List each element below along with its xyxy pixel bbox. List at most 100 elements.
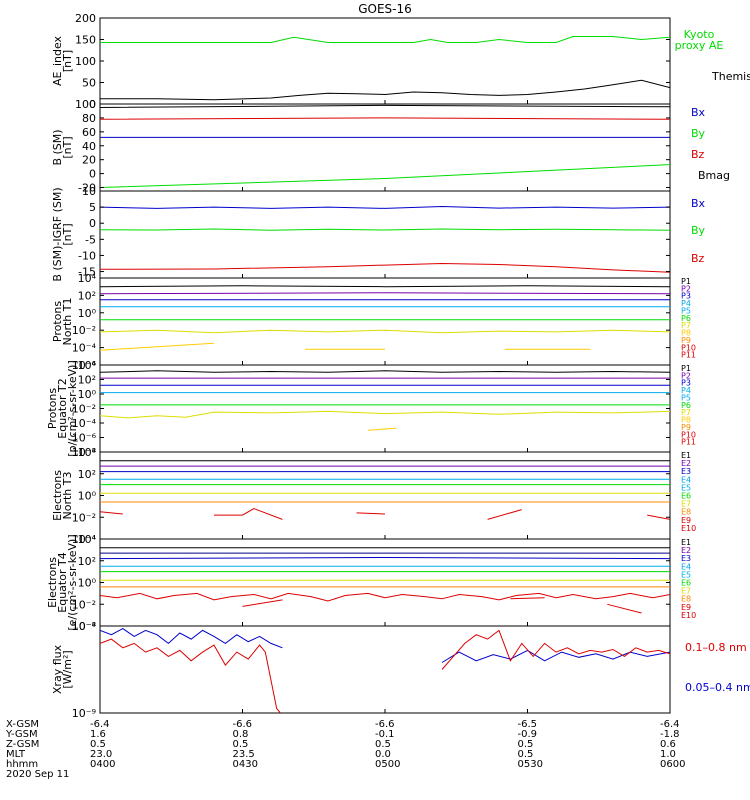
footer-value: 0.5 bbox=[233, 739, 249, 750]
legend-label: E5 bbox=[681, 570, 691, 579]
series-group bbox=[100, 547, 670, 614]
series-group bbox=[100, 285, 670, 351]
footer-row-label: MLT bbox=[6, 749, 26, 760]
panel-frame bbox=[99, 17, 671, 105]
footer-value: 0600 bbox=[660, 759, 685, 770]
legend-label: E8 bbox=[681, 595, 691, 604]
legend-label: P1 bbox=[681, 364, 691, 373]
footer-value: 1.0 bbox=[660, 749, 676, 760]
series-group bbox=[100, 205, 670, 273]
series-line-bx bbox=[100, 205, 670, 209]
y-tick-label: -10 bbox=[78, 249, 96, 262]
y-tick-label: 20 bbox=[82, 154, 96, 167]
series-line-bz bbox=[100, 117, 670, 120]
legend-label: Themis AE bbox=[711, 70, 750, 83]
footer-value: 0430 bbox=[233, 759, 258, 770]
legend-label: P9 bbox=[681, 423, 691, 432]
y-tick-label: 10⁻² bbox=[72, 598, 96, 611]
footer-value: 0.8 bbox=[233, 729, 249, 740]
footer-value: 0.6 bbox=[660, 739, 676, 750]
legend-label: E10 bbox=[681, 524, 696, 533]
series-line-0-05-0-4-nm bbox=[100, 628, 283, 649]
y-tick-label: -20 bbox=[78, 182, 96, 195]
y-tick-label: 10⁻⁴ bbox=[72, 620, 97, 633]
y-tick-label: 10⁻⁹ bbox=[72, 707, 96, 720]
legend-label: P3 bbox=[681, 292, 691, 301]
y-axis-label: ElectronsNorth T3 bbox=[51, 470, 74, 521]
figure-title: GOES-16 bbox=[358, 2, 412, 16]
footer-value: 0.5 bbox=[375, 739, 391, 750]
legend-label: E7 bbox=[681, 587, 691, 596]
panel-frame bbox=[99, 277, 671, 366]
y-tick-label: 10⁴ bbox=[78, 533, 97, 546]
footer-value: 0.5 bbox=[518, 739, 534, 750]
series-line-themis-ae bbox=[100, 79, 670, 101]
legend-label: P7 bbox=[681, 321, 691, 330]
y-axis-label: B (SM)[nT] bbox=[51, 129, 74, 165]
legend-label: Kyoto bbox=[684, 28, 715, 41]
series-line-bmag bbox=[100, 104, 670, 108]
series-line-by bbox=[100, 164, 670, 188]
footer-row-label: Z-GSM bbox=[6, 739, 39, 750]
footer-value: 0.0 bbox=[375, 749, 391, 760]
y-tick-label: 10 bbox=[82, 185, 96, 198]
footer-value: -6.5 bbox=[518, 719, 538, 730]
legend-label: E6 bbox=[681, 579, 691, 588]
series-line-e9 bbox=[647, 514, 670, 520]
legend-label: E2 bbox=[681, 459, 691, 468]
legend-label: E10 bbox=[681, 611, 696, 620]
y-tick-label: 0 bbox=[89, 217, 96, 230]
legend-label: E7 bbox=[681, 500, 691, 509]
legend-label: P4 bbox=[681, 386, 691, 395]
footer-value: 23.0 bbox=[90, 749, 112, 760]
y-tick-label: 100 bbox=[75, 55, 96, 68]
legend-label: P1 bbox=[681, 277, 691, 286]
y-tick-label: 10² bbox=[78, 289, 96, 302]
y-tick-label: 10⁻² bbox=[72, 511, 96, 524]
legend-label: P2 bbox=[681, 371, 691, 380]
y-tick-label: 10⁻⁸ bbox=[72, 446, 97, 459]
legend-label: P7 bbox=[681, 408, 691, 417]
legend-label: E2 bbox=[681, 546, 691, 555]
series-group bbox=[100, 370, 670, 431]
series-line-0-05-0-4-nm bbox=[441, 649, 670, 663]
series-line-kyoto-proxy-ae bbox=[100, 36, 670, 43]
legend-label: P10 bbox=[681, 430, 696, 439]
y-tick-label: -5 bbox=[85, 233, 96, 246]
legend-label: P11 bbox=[681, 351, 696, 360]
y-tick-label: 50 bbox=[82, 77, 96, 90]
series-line-p2 bbox=[100, 292, 670, 295]
series-line-e9 bbox=[100, 511, 123, 515]
series-line-p7 bbox=[100, 329, 670, 334]
series-line-e10 bbox=[510, 597, 545, 600]
y-tick-label: 10² bbox=[78, 555, 96, 568]
footer-value: -0.9 bbox=[518, 729, 538, 740]
footer-row-label: hhmm bbox=[6, 759, 38, 770]
series-group bbox=[100, 460, 670, 520]
y-tick-label: 5 bbox=[89, 201, 96, 214]
y-axis-label: Xray flux[W/m²] bbox=[51, 644, 74, 694]
y-tick-label: 10⁴ bbox=[78, 359, 97, 372]
series-line-0-1-0-8-nm bbox=[100, 638, 282, 713]
y-tick-label: 10⁻⁸ bbox=[72, 620, 97, 633]
y-axis-label: ProtonsEquator T2[p/(cm²-s-sr-keV)] bbox=[46, 360, 79, 457]
y-tick-label: 10⁰ bbox=[78, 307, 97, 320]
y-tick-label: 40 bbox=[82, 140, 96, 153]
footer-row-label: X-GSM bbox=[6, 719, 39, 730]
series-line-e10 bbox=[242, 599, 283, 607]
series-line-p8 bbox=[367, 427, 397, 431]
y-tick-label: 10⁻² bbox=[72, 403, 96, 416]
y-axis-label: ElectronsEquator T4[e/(cm²-s-sr-keV)] bbox=[46, 534, 79, 630]
y-tick-label: 10⁻⁴ bbox=[72, 533, 97, 546]
legend-label: P8 bbox=[681, 329, 691, 338]
series-line-e9 bbox=[100, 592, 670, 602]
legend-label: P8 bbox=[681, 416, 691, 425]
legend-label: E5 bbox=[681, 483, 691, 492]
y-tick-label: 10⁻⁶ bbox=[72, 432, 97, 445]
y-tick-label: 10² bbox=[78, 468, 96, 481]
